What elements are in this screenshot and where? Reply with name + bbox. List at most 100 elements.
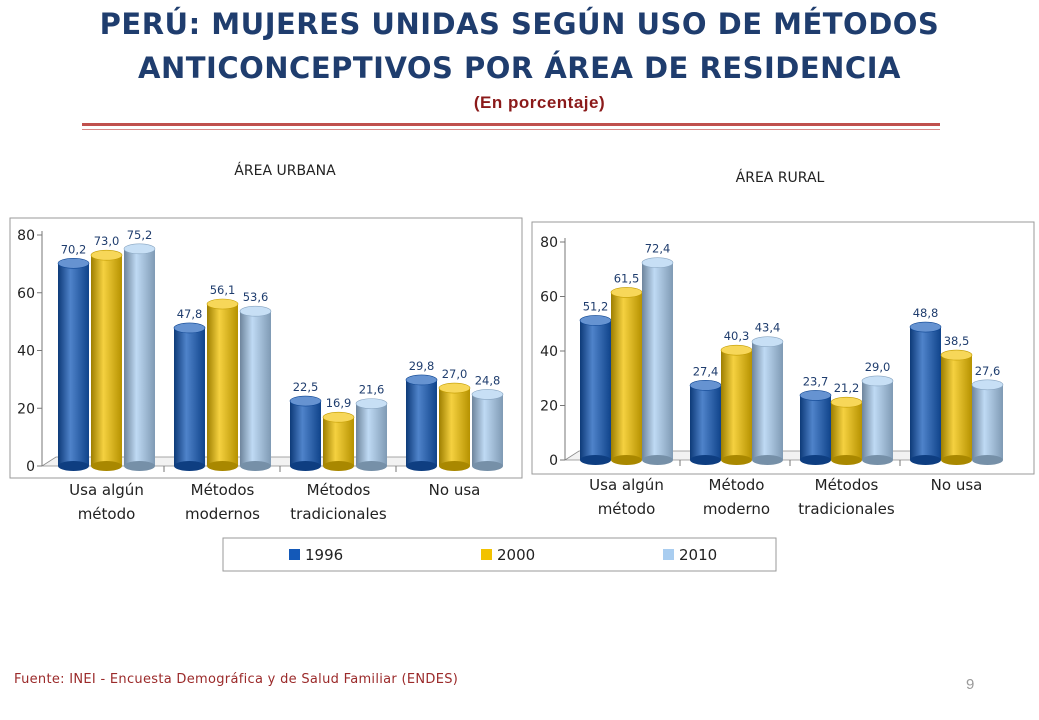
page-title-line2: ANTICONCEPTIVOS POR ÁREA DE RESIDENCIA	[138, 51, 901, 85]
bar-bottom	[124, 461, 155, 471]
page-number: 9	[966, 676, 975, 693]
category-label: método	[598, 500, 656, 518]
bar-top	[206, 298, 239, 310]
chart-title: ÁREA RURAL	[736, 169, 825, 186]
bar-bottom	[356, 461, 387, 471]
y-tick-label: 80	[17, 228, 35, 244]
bar-top	[861, 375, 894, 387]
y-tick-label: 60	[17, 286, 35, 302]
bar-2000	[610, 287, 643, 465]
y-tick-label: 60	[540, 290, 558, 306]
bar-2000	[90, 249, 123, 471]
page-title-line1: PERÚ: MUJERES UNIDAS SEGÚN USO DE MÉTODO…	[99, 7, 940, 41]
category-label: Métodos	[815, 476, 879, 494]
bar-bottom	[580, 455, 611, 465]
bar-value-label: 21,6	[359, 383, 385, 397]
bar-bottom	[611, 455, 642, 465]
bar-body	[91, 255, 122, 466]
bar-2010	[861, 375, 894, 465]
bar-bottom	[290, 461, 321, 471]
category-label: Usa algún	[589, 476, 664, 494]
bar-body	[406, 379, 437, 466]
bar-2010	[641, 257, 674, 465]
bar-value-label: 27,0	[442, 367, 468, 381]
legend-swatch-2000	[481, 549, 492, 560]
bar-body	[831, 402, 862, 460]
bar-top	[751, 336, 784, 348]
bar-body	[941, 355, 972, 460]
bar-bottom	[721, 455, 752, 465]
bar-top	[579, 315, 612, 326]
bar-1996	[579, 315, 612, 465]
chart-rural: ÁREA RURAL 0 20 40 60 80 51,2 61,5 72,4 Usa algún…	[531, 169, 1035, 518]
category-label: tradicionales	[290, 505, 387, 523]
bar-body	[580, 320, 611, 460]
bar-bottom	[910, 455, 941, 465]
bar-value-label: 21,2	[834, 381, 860, 395]
legend-frame	[222, 537, 777, 572]
chart-title: ÁREA URBANA	[234, 162, 336, 179]
y-tick-label: 0	[26, 459, 35, 475]
bar-2000	[720, 344, 753, 465]
bar-2000	[438, 382, 471, 471]
bar-value-label: 29,8	[409, 359, 435, 373]
bar-bottom	[439, 461, 470, 471]
y-tick-label: 20	[17, 401, 35, 417]
chart-urban: ÁREA URBANA 0 20 40 60 80 70,2 73,0 75,2 Usa algú…	[9, 162, 523, 523]
bar-bottom	[323, 461, 354, 471]
bar-body	[58, 263, 89, 466]
bar-value-label: 38,5	[944, 334, 970, 348]
bar-2010	[751, 336, 784, 465]
bar-2000	[322, 411, 355, 471]
bar-value-label: 22,5	[293, 380, 319, 394]
bar-value-label: 23,7	[803, 374, 829, 388]
category-label: tradicionales	[798, 500, 895, 518]
bar-2000	[830, 396, 863, 465]
bar-value-label: 61,5	[614, 271, 640, 285]
bar-body	[862, 380, 893, 460]
bar-body	[124, 248, 155, 466]
bar-value-label: 29,0	[865, 360, 891, 374]
y-tick-label: 20	[540, 399, 558, 415]
bar-body	[800, 395, 831, 460]
legend-swatch-2010	[663, 549, 674, 560]
bar-value-label: 27,4	[693, 364, 719, 378]
bar-top	[289, 395, 322, 407]
category-label: No usa	[931, 476, 983, 494]
bar-bottom	[240, 461, 271, 471]
bar-2010	[123, 243, 156, 471]
y-tick-label: 0	[549, 453, 558, 469]
bar-top	[830, 396, 863, 408]
legend-label: 1996	[305, 546, 343, 564]
y-tick-label: 40	[17, 344, 35, 360]
bar-body	[690, 385, 721, 460]
bar-top	[438, 382, 471, 394]
category-label: Método	[709, 476, 765, 494]
bar-bottom	[831, 455, 862, 465]
bar-bottom	[174, 461, 205, 471]
bar-value-label: 43,4	[755, 321, 781, 335]
source-note: Fuente: INEI - Encuesta Demográfica y de…	[14, 672, 459, 687]
category-label: Métodos	[307, 481, 371, 499]
bar-bottom	[91, 461, 122, 471]
bar-1996	[799, 390, 832, 465]
category-label: No usa	[429, 481, 481, 499]
legend-label: 2010	[679, 546, 717, 564]
bar-1996	[909, 321, 942, 465]
bar-body	[174, 327, 205, 466]
bar-top	[471, 389, 504, 400]
bar-2000	[940, 349, 973, 465]
bar-body	[207, 304, 238, 466]
y-tick-label: 80	[540, 235, 558, 251]
bar-top	[322, 411, 355, 423]
bar-value-label: 16,9	[326, 396, 352, 410]
bar-2010	[971, 379, 1004, 465]
bar-bottom	[207, 461, 238, 471]
bar-bottom	[752, 455, 783, 465]
bar-2010	[355, 398, 388, 471]
bar-value-label: 47,8	[177, 307, 203, 321]
bar-body	[356, 403, 387, 466]
title-divider	[82, 123, 940, 126]
bar-bottom	[690, 455, 721, 465]
